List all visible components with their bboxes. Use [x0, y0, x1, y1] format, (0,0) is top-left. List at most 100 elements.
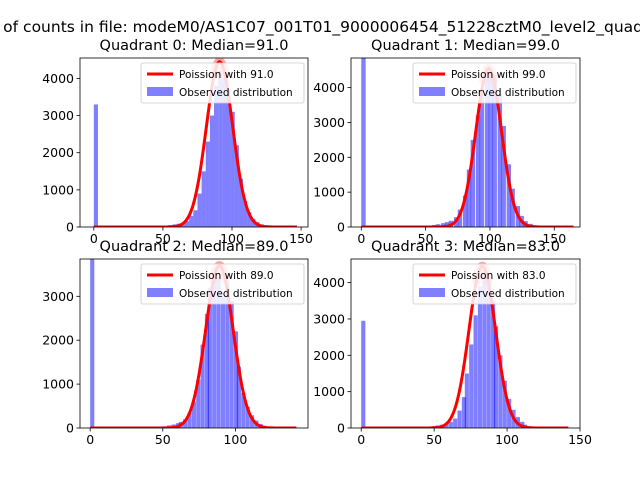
hist-bar	[491, 300, 496, 428]
hist-bar	[225, 283, 230, 428]
y-tick-label: 2000	[42, 145, 74, 160]
hist-bar	[477, 286, 483, 428]
legend-box	[140, 263, 305, 305]
x-tick-label: 150	[542, 231, 566, 246]
hist-bar	[185, 221, 190, 227]
hist-bar	[243, 201, 248, 227]
hist-bar	[200, 344, 205, 428]
legend-hist-label: Observed distribution	[451, 87, 565, 99]
hist-bar	[502, 380, 507, 428]
hist-bar	[193, 210, 198, 227]
hist-bar	[189, 215, 194, 227]
y-tick-label: 4000	[313, 80, 345, 95]
x-tick-label: 100	[478, 231, 502, 246]
legend-fit-label: Poission with 89.0	[179, 270, 274, 282]
hist-bar	[469, 344, 474, 428]
hist-bar	[226, 89, 231, 227]
hist-bar	[492, 75, 497, 227]
hist-bar	[441, 223, 446, 227]
legend-fit-label: Poission with 91.0	[179, 69, 274, 81]
hist-bar	[470, 139, 476, 227]
legend: Poission with 83.0 Observed distribution	[412, 263, 577, 305]
legend-box	[412, 62, 577, 104]
y-tick-label: 3000	[313, 311, 345, 326]
y-tick-label: 0	[337, 421, 345, 436]
y-tick-label: 2000	[42, 333, 74, 348]
hist-bar	[493, 326, 499, 428]
hist-bar	[236, 366, 241, 428]
hist-bar	[233, 331, 239, 428]
hist-bar	[234, 145, 239, 227]
hist-bar	[501, 125, 506, 227]
hist-bar	[484, 77, 490, 227]
y-tick-label: 3000	[42, 289, 74, 304]
legend-fit-label: Poission with 83.0	[451, 270, 546, 282]
hist-bar	[214, 85, 219, 227]
y-tick-label: 1000	[42, 377, 74, 392]
hist-bar	[361, 320, 366, 428]
legend-hist-swatch	[147, 87, 173, 96]
poisson-fit-line	[90, 264, 297, 428]
poisson-fit-line	[93, 60, 297, 227]
x-tick-label: 50	[418, 231, 434, 246]
legend-hist-swatch	[419, 288, 445, 297]
x-tick-label: 0	[90, 231, 98, 246]
x-tick-label: 50	[155, 231, 171, 246]
hist-bar	[205, 141, 210, 227]
x-tick-label: 0	[357, 432, 365, 447]
hist-bar	[475, 115, 481, 227]
hist-bar	[238, 178, 244, 227]
subplot-quadrant-3: 0 50 100 150 0 1000 2000 3000 4000 Quadrant 3: Me…	[313, 239, 592, 447]
subplot-title: Quadrant 3: Median=83.0	[371, 239, 560, 255]
hist-bar	[218, 71, 223, 227]
hist-bar	[448, 421, 453, 428]
x-tick-label: 0	[86, 432, 94, 447]
figure-suptitle: Histogram of counts in file: modeM0/AS1C…	[0, 18, 640, 40]
hist-bar	[183, 419, 188, 428]
hist-bar	[498, 355, 503, 428]
hist-bar	[241, 392, 246, 428]
hist-bar	[444, 222, 450, 227]
hist-bar	[209, 115, 215, 227]
hist-bar	[204, 313, 210, 428]
x-tick-label: 50	[426, 432, 442, 447]
x-tick-label: 50	[155, 432, 171, 447]
axes-frame	[79, 57, 309, 228]
legend: Poission with 99.0 Observed distribution	[412, 62, 577, 104]
hist-bar	[482, 271, 487, 428]
hist-bar	[201, 171, 206, 227]
y-tick-label: 0	[66, 421, 74, 436]
hist-bar	[462, 195, 468, 227]
hist-bar	[230, 111, 235, 227]
legend-box	[412, 263, 577, 305]
hist-bar	[212, 272, 217, 428]
x-tick-label: 100	[223, 432, 247, 447]
hist-bar	[466, 169, 472, 227]
y-tick-label: 0	[337, 220, 345, 235]
hist-bar	[222, 78, 227, 227]
hist-bar	[361, 58, 366, 227]
y-tick-label: 3000	[42, 108, 74, 123]
y-tick-label: 4000	[42, 71, 74, 86]
x-tick-label: 100	[220, 231, 244, 246]
y-tick-label: 1000	[42, 182, 74, 197]
hist-bar	[196, 379, 201, 428]
subplot-title: Quadrant 1: Median=99.0	[371, 38, 560, 54]
x-tick-label: 0	[357, 231, 365, 246]
hist-bar	[93, 104, 98, 227]
hist-bar	[497, 94, 503, 227]
hist-bar	[220, 296, 226, 428]
y-tick-label: 0	[66, 220, 74, 235]
axes-frame	[350, 258, 581, 429]
legend-hist-label: Observed distribution	[179, 288, 293, 300]
subplot-quadrant-1: 0 50 100 150 0 1000 2000 3000 4000 Quadrant 1: Me…	[313, 38, 581, 246]
hist-bar	[457, 410, 462, 428]
hist-bar	[216, 278, 221, 428]
y-tick-label: 2000	[313, 150, 345, 165]
x-tick-label: 150	[289, 231, 313, 246]
hist-bar	[197, 193, 202, 227]
y-tick-label: 4000	[313, 275, 345, 290]
hist-bar	[457, 209, 463, 227]
